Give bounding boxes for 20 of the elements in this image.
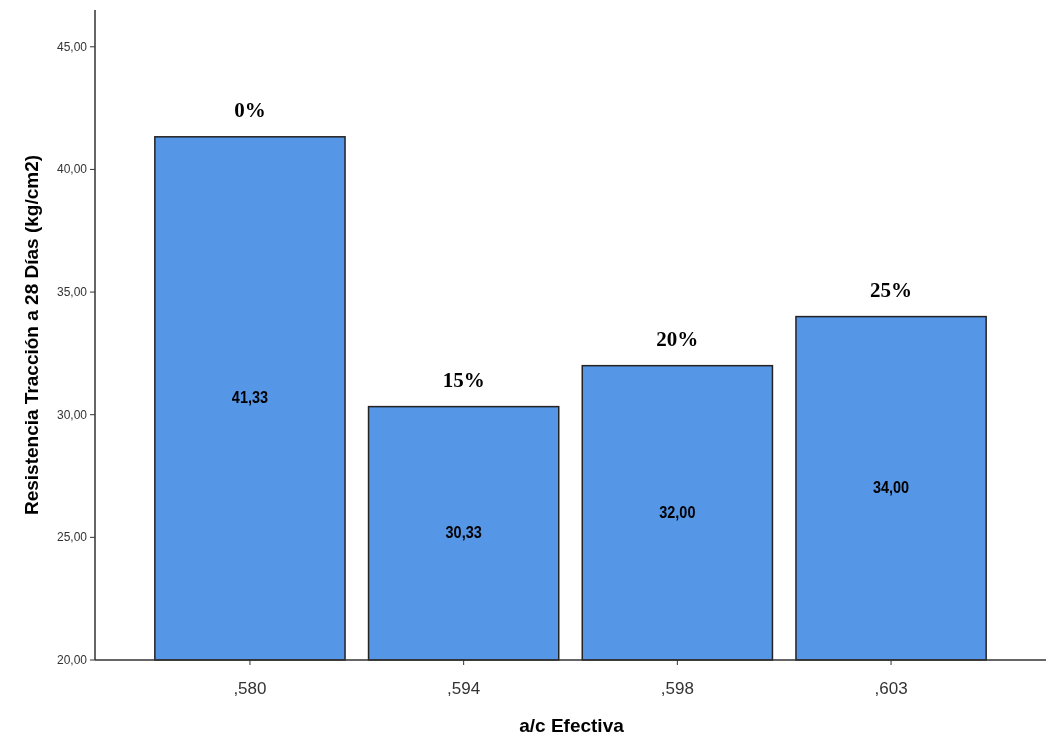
y-tick-label: 25,00 bbox=[56, 530, 88, 545]
y-tick-label: 35,00 bbox=[56, 285, 88, 300]
y-tick-label: 45,00 bbox=[56, 39, 88, 54]
data-label: 41,33 bbox=[231, 388, 269, 407]
x-tick-label: ,580 bbox=[233, 679, 267, 698]
y-axis-title: Resistencia Tracción a 28 Días (kg/cm2) bbox=[21, 154, 42, 516]
x-tick-label: ,603 bbox=[874, 679, 908, 698]
y-tick-label: 40,00 bbox=[56, 162, 88, 177]
data-label: 34,00 bbox=[872, 478, 910, 497]
annotation: 20% bbox=[656, 326, 699, 351]
annotation: 0% bbox=[234, 97, 266, 122]
y-tick-label: 30,00 bbox=[56, 407, 88, 422]
annotation: 25% bbox=[870, 277, 913, 302]
annotation: 15% bbox=[442, 367, 485, 392]
y-tick-label: 20,00 bbox=[56, 653, 88, 667]
data-label: 32,00 bbox=[659, 502, 696, 522]
data-label: 30,33 bbox=[445, 523, 482, 542]
x-tick-label: ,598 bbox=[660, 679, 694, 698]
x-tick-label: ,594 bbox=[447, 679, 481, 698]
x-axis-title: a/c Efectiva bbox=[519, 715, 625, 736]
